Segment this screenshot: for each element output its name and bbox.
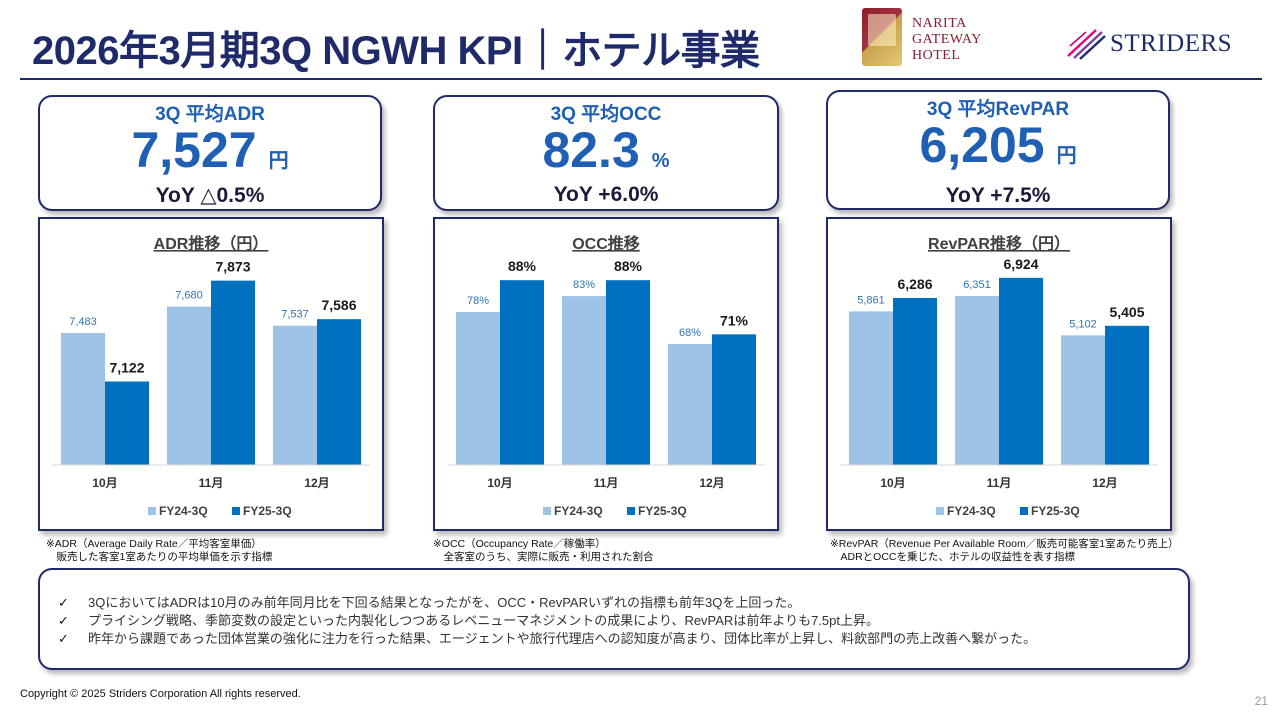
- check-icon: ✓: [58, 631, 69, 646]
- x-tick-label: 10月: [487, 476, 512, 490]
- data-label: 6,351: [963, 279, 991, 291]
- bar-fy24: [1061, 335, 1105, 465]
- legend-label: FY25-3Q: [1031, 504, 1080, 518]
- kpi-yoy: YoY +6.0%: [553, 183, 659, 206]
- bar-fy24: [456, 312, 500, 465]
- legend-swatch: [148, 507, 156, 515]
- occ-chart: OCC推移 78% 88% 10月 83% 88% 11月 68% 71% 12月 FY24-3Q F…: [447, 234, 765, 518]
- adr-chart-panel: ADR推移（円） 7,483 7,122 10月 7,680 7,873 11月 7,537 7…: [38, 217, 384, 531]
- chart-title: ADR推移（円）: [154, 234, 269, 253]
- occ-chart-panel: OCC推移 78% 88% 10月 83% 88% 11月 68% 71% 12月 FY24-3Q F…: [433, 217, 779, 531]
- legend-swatch: [1020, 507, 1028, 515]
- bar-fy25: [999, 277, 1043, 465]
- data-label: 7,680: [175, 290, 203, 302]
- x-tick-label: 12月: [304, 476, 329, 490]
- brand-name: STRIDERS: [1110, 30, 1233, 57]
- data-label: 78%: [467, 295, 489, 307]
- bar-fy24: [955, 295, 999, 465]
- hotel-logo: NARITA GATEWAY HOTEL: [858, 6, 988, 68]
- data-label: 83%: [573, 279, 595, 291]
- x-tick-label: 10月: [880, 476, 905, 490]
- kpi-value: 82.3%: [542, 122, 670, 178]
- kpi-label: 3Q 平均OCC: [550, 104, 662, 125]
- legend-swatch: [543, 507, 551, 515]
- x-tick-label: 11月: [594, 476, 619, 490]
- chart-title: RevPAR推移（円）: [928, 234, 1070, 253]
- x-tick-label: 12月: [1092, 476, 1117, 490]
- bar-fy24: [849, 311, 893, 465]
- bar-fy25: [211, 280, 255, 465]
- kpi-card-adr: 3Q 平均ADR 7,527 円 YoY △0.5%: [38, 95, 382, 211]
- data-label: 7,537: [281, 309, 309, 321]
- data-label: 5,102: [1069, 318, 1097, 330]
- bar-fy25: [105, 381, 149, 465]
- legend-swatch: [936, 507, 944, 515]
- kpi-value: 7,527 円: [131, 122, 289, 178]
- kpi-card-revpar: 3Q 平均RevPAR 6,205 円 YoY +7.5%: [826, 90, 1170, 210]
- data-label: 5,861: [857, 294, 885, 306]
- kpi-label: 3Q 平均ADR: [155, 104, 265, 125]
- occ-definition-note: ※OCC（Occupancy Rate／稼働率） 全客室のうち、実際に販売・利用…: [433, 538, 654, 563]
- page-number: 21: [1254, 694, 1268, 708]
- data-label: 88%: [614, 258, 643, 274]
- bar-fy24: [61, 332, 105, 465]
- summary-item: ✓ 3QにおいてはADRは10月のみ前年同月比を下回る結果となったがを、OCC・R…: [58, 595, 801, 610]
- kpi-value: 6,205 円: [919, 117, 1077, 173]
- bar-fy25: [712, 334, 756, 465]
- check-icon: ✓: [58, 595, 69, 610]
- data-label: 5,405: [1109, 304, 1144, 320]
- legend-label: FY25-3Q: [638, 504, 687, 518]
- bar-fy25: [500, 280, 544, 465]
- data-label: 7,483: [69, 316, 97, 328]
- x-tick-label: 12月: [699, 476, 724, 490]
- bar-fy25: [1105, 325, 1149, 465]
- bar-fy25: [893, 297, 937, 465]
- legend-label: FY24-3Q: [947, 504, 996, 518]
- revpar-chart-panel: RevPAR推移（円） 5,861 6,286 10月 6,351 6,924 11月 5,1…: [826, 217, 1172, 531]
- page-title: 2026年3月期3Q NGWH KPI｜ホテル事業: [32, 29, 760, 73]
- summary-item: ✓ 昨年から課題であった団体営業の強化に注力を行った結果、エージェントや旅行代理店…: [58, 631, 1037, 646]
- data-label: 6,924: [1003, 256, 1038, 272]
- striders-mark-icon: [1067, 29, 1106, 60]
- revpar-chart: RevPAR推移（円） 5,861 6,286 10月 6,351 6,924 11月 5,1…: [840, 234, 1158, 518]
- bar-fy24: [562, 296, 606, 465]
- striders-logo: STRIDERS: [1066, 24, 1256, 64]
- data-label: 7,586: [321, 297, 356, 313]
- data-label: 71%: [720, 312, 749, 328]
- copyright: Copyright © 2025 Striders Corporation Al…: [20, 688, 301, 700]
- data-label: 7,873: [215, 259, 250, 275]
- check-icon: ✓: [58, 613, 69, 628]
- hotel-emblem-icon: [862, 8, 902, 66]
- kpi-label: 3Q 平均RevPAR: [926, 99, 1070, 120]
- legend-swatch: [232, 507, 240, 515]
- revpar-definition-note: ※RevPAR（Revenue Per Available Room／販売可能客…: [830, 538, 1179, 563]
- x-tick-label: 10月: [92, 476, 117, 490]
- bar-fy25: [317, 319, 361, 465]
- summary-item: ✓ プライシング戦略、季節変数の設定といった内製化しつつあるレベニューマネジメント…: [58, 613, 879, 628]
- x-tick-label: 11月: [987, 476, 1012, 490]
- legend-label: FY24-3Q: [159, 504, 208, 518]
- bar-fy24: [167, 306, 211, 465]
- bar-fy25: [606, 280, 650, 465]
- legend-label: FY25-3Q: [243, 504, 292, 518]
- adr-chart: ADR推移（円） 7,483 7,122 10月 7,680 7,873 11月 7,537 7…: [52, 234, 370, 518]
- x-tick-label: 11月: [199, 476, 224, 490]
- summary-box: ✓ 3QにおいてはADRは10月のみ前年同月比を下回る結果となったがを、OCC・R…: [38, 568, 1190, 670]
- legend-swatch: [627, 507, 635, 515]
- title-divider: [20, 78, 1262, 80]
- kpi-yoy: YoY +7.5%: [945, 184, 1051, 207]
- adr-definition-note: ※ADR（Average Daily Rate／平均客室単価） 販売した客室1室…: [46, 538, 273, 563]
- data-label: 88%: [508, 258, 537, 274]
- kpi-card-occ: 3Q 平均OCC 82.3% YoY +6.0%: [433, 95, 779, 211]
- kpi-yoy: YoY △0.5%: [155, 184, 265, 207]
- data-label: 68%: [679, 327, 701, 339]
- hotel-logo-text: NARITA GATEWAY HOTEL: [912, 16, 982, 63]
- data-label: 7,122: [109, 359, 144, 375]
- legend-label: FY24-3Q: [554, 504, 603, 518]
- bar-fy24: [668, 343, 712, 465]
- data-label: 6,286: [897, 276, 932, 292]
- bar-fy24: [273, 325, 317, 465]
- chart-title: OCC推移: [572, 234, 640, 253]
